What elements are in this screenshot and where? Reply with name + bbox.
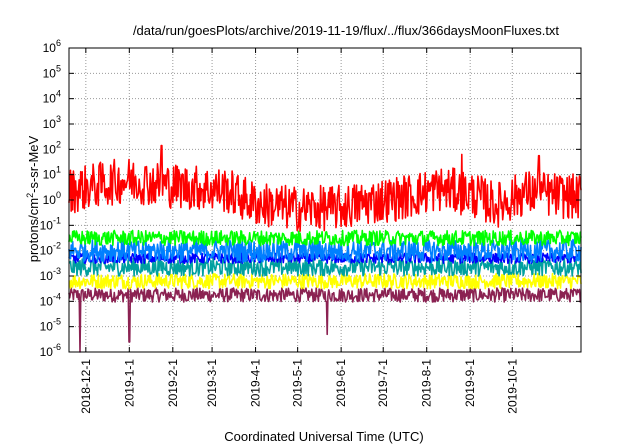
y-axis-label-rest: -s-sr-MeV — [26, 135, 41, 192]
series-line-4 — [68, 238, 582, 263]
series-line-0 — [68, 287, 582, 353]
y-tick-base: 10 — [43, 92, 57, 106]
x-tick-label: 2019-2-1 — [166, 359, 180, 407]
y-tick-exponent: -3 — [53, 266, 61, 276]
y-tick-label: 102 — [43, 139, 61, 156]
y-tick-label: 105 — [43, 63, 61, 80]
y-tick-exponent: -4 — [53, 291, 61, 301]
y-tick-exponent: -1 — [53, 215, 61, 225]
x-tick-label: 2018-12-1 — [79, 359, 93, 414]
y-tick-exponent: 0 — [56, 190, 61, 200]
y-tick-exponent: 5 — [56, 63, 61, 73]
y-tick-exponent: 6 — [56, 38, 61, 48]
y-tick-base: 10 — [40, 320, 54, 334]
x-tick-label: 2019-5-1 — [291, 359, 305, 407]
y-tick-label: 103 — [43, 114, 61, 131]
y-tick-base: 10 — [40, 294, 54, 308]
y-tick-label: 104 — [43, 89, 61, 106]
y-axis-label-sup: 2 — [25, 193, 35, 198]
series-line-1 — [68, 272, 582, 290]
series-line-3 — [68, 252, 582, 265]
series-line-5 — [68, 229, 582, 247]
y-tick-exponent: 2 — [56, 139, 61, 149]
y-axis-label: protons/cm2-s-sr-MeV — [25, 135, 41, 262]
y-tick-label: 100 — [43, 190, 61, 207]
series-layer — [68, 144, 582, 353]
x-tick-label: 2019-8-1 — [420, 359, 434, 407]
grid-layer — [69, 48, 581, 352]
y-tick-exponent: -5 — [53, 317, 61, 327]
x-tick-label: 2019-1-1 — [122, 359, 136, 407]
y-tick-base: 10 — [40, 269, 54, 283]
y-tick-exponent: -2 — [53, 241, 61, 251]
y-tick-base: 10 — [43, 142, 57, 156]
y-tick-label: 10-5 — [40, 317, 61, 334]
y-tick-base: 10 — [40, 345, 54, 359]
y-tick-label: 10-4 — [40, 291, 61, 308]
y-tick-base: 10 — [43, 41, 57, 55]
y-tick-exponent: 1 — [56, 165, 61, 175]
y-tick-label: 101 — [43, 165, 61, 182]
x-tick-label: 2019-7-1 — [376, 359, 390, 407]
x-axis-label: Coordinated Universal Time (UTC) — [224, 429, 423, 444]
y-axis-label-base: protons/cm — [26, 198, 41, 262]
y-tick-exponent: 3 — [56, 114, 61, 124]
x-tick-label: 2019-9-1 — [463, 359, 477, 407]
chart-title: /data/run/goesPlots/archive/2019-11-19/f… — [133, 23, 559, 38]
x-tick-label: 2019-4-1 — [249, 359, 263, 407]
y-tick-label: 10-6 — [40, 342, 61, 359]
series-line-6 — [68, 144, 582, 232]
y-tick-label: 106 — [43, 38, 61, 55]
y-tick-base: 10 — [43, 117, 57, 131]
series-line-2 — [68, 257, 582, 277]
y-tick-label: 10-1 — [40, 215, 61, 232]
x-tick-label: 2019-6-1 — [334, 359, 348, 407]
y-tick-label: 10-2 — [40, 241, 61, 258]
y-tick-base: 10 — [43, 168, 57, 182]
x-tick-label: 2019-10-1 — [505, 359, 519, 414]
y-tick-base: 10 — [43, 193, 57, 207]
y-tick-exponent: -6 — [53, 342, 61, 352]
y-tick-base: 10 — [40, 218, 54, 232]
axis-layer: 10-610-510-410-310-210-11001011021031041… — [40, 38, 581, 414]
y-tick-exponent: 4 — [56, 89, 61, 99]
y-tick-base: 10 — [40, 244, 54, 258]
y-tick-label: 10-3 — [40, 266, 61, 283]
x-tick-label: 2019-3-1 — [205, 359, 219, 407]
y-tick-base: 10 — [43, 66, 57, 80]
